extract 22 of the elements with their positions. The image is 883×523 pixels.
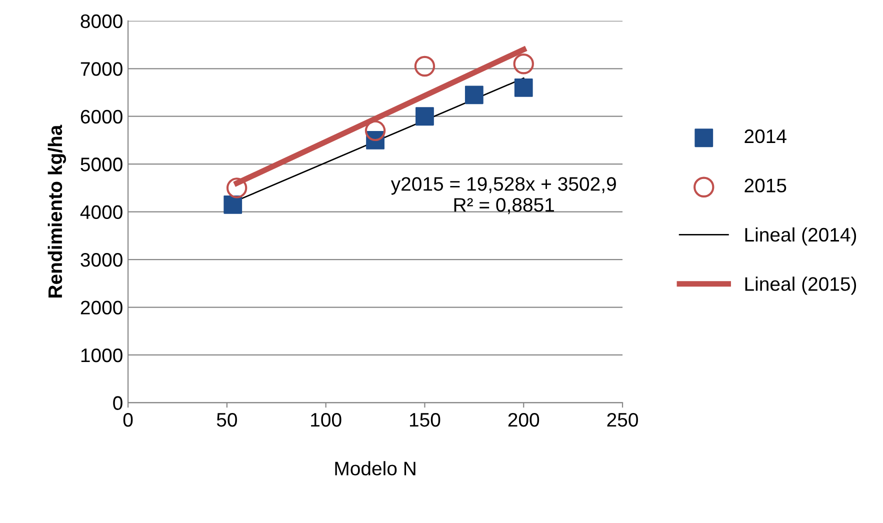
x-tick-label: 200 (508, 412, 540, 427)
x-tick-label: 100 (311, 412, 342, 427)
y-tick-label: 5000 (80, 158, 122, 172)
legend-label: Lineal (2014) (745, 227, 856, 246)
y-tick-label: 7000 (80, 62, 122, 76)
x-tick-label: 250 (607, 412, 638, 427)
legend-label: 2014 (744, 129, 786, 144)
legend-label: Lineal (2015) (745, 276, 856, 295)
y-tick-label: 4000 (80, 205, 122, 220)
y-tick-label: 8000 (80, 14, 122, 28)
x-axis-title: Modelo N (335, 461, 416, 476)
y-tick-label: 6000 (80, 110, 122, 124)
legend-label: 2015 (744, 178, 786, 192)
x-tick-label: 0 (123, 412, 133, 427)
y-tick-label: 0 (113, 396, 122, 410)
x-tick-label: 50 (216, 412, 237, 427)
y-tick-label: 3000 (80, 253, 122, 267)
y-tick-label: 2000 (80, 300, 122, 314)
x-tick-label: 150 (410, 412, 440, 427)
annotation: y2015 = 19,528x + 3502,9 R² = 0,8851 (390, 177, 616, 214)
y-axis-title: Rendimiento kg/ha (48, 124, 66, 298)
y-tick-label: 1000 (81, 348, 122, 362)
